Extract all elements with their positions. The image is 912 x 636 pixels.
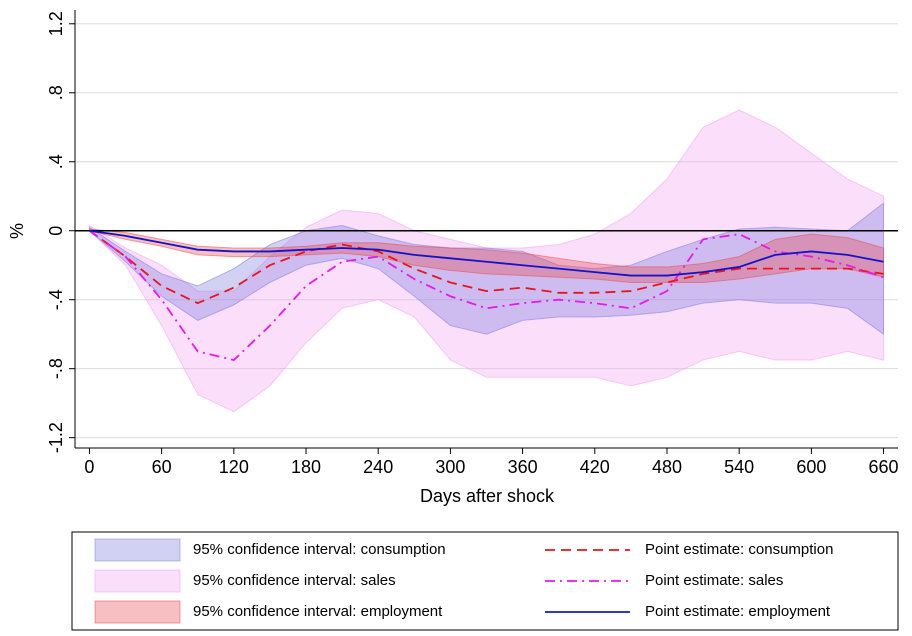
x-tick-label: 540 bbox=[724, 457, 754, 477]
x-tick-label: 60 bbox=[152, 457, 172, 477]
legend-label: Point estimate: consumption bbox=[645, 541, 833, 558]
y-tick-label: .8 bbox=[46, 85, 66, 100]
x-tick-label: 300 bbox=[435, 457, 465, 477]
legend-swatch bbox=[94, 538, 181, 562]
x-tick-label: 360 bbox=[508, 457, 538, 477]
y-tick-label: -.4 bbox=[46, 289, 66, 310]
x-tick-label: 480 bbox=[652, 457, 682, 477]
confidence-band bbox=[88, 228, 885, 283]
legend-box bbox=[71, 531, 899, 631]
x-tick-label: 0 bbox=[84, 457, 94, 477]
x-tick-label: 180 bbox=[291, 457, 321, 477]
legend-label: Point estimate: sales bbox=[645, 572, 783, 589]
confidence-band bbox=[88, 202, 885, 336]
y-tick-label: 1.2 bbox=[46, 11, 66, 36]
y-tick-label: 0 bbox=[46, 226, 66, 236]
x-tick-label: 420 bbox=[580, 457, 610, 477]
y-tick-label: .4 bbox=[46, 154, 66, 169]
legend-label: 95% confidence interval: consumption bbox=[193, 541, 446, 558]
legend-label: 95% confidence interval: employment bbox=[193, 603, 443, 620]
x-tick-label: 600 bbox=[796, 457, 826, 477]
estimate-line bbox=[88, 229, 884, 305]
legend: 95% confidence interval: consumption 95% … bbox=[94, 538, 833, 624]
y-axis-label: % bbox=[7, 223, 27, 239]
y-tick-label: -.8 bbox=[46, 358, 66, 379]
x-tick-label: 120 bbox=[219, 457, 249, 477]
legend-label: Point estimate: employment bbox=[645, 603, 831, 620]
estimate-line bbox=[89, 229, 884, 277]
legend-swatch bbox=[94, 600, 181, 624]
legend-label: 95% confidence interval: sales bbox=[193, 572, 396, 589]
x-tick-label: 240 bbox=[363, 457, 393, 477]
legend-swatch bbox=[94, 569, 181, 593]
x-axis-label: Days after shock bbox=[420, 486, 555, 506]
y-tick-label: -1.2 bbox=[46, 422, 66, 453]
x-tick-label: 660 bbox=[869, 457, 899, 477]
